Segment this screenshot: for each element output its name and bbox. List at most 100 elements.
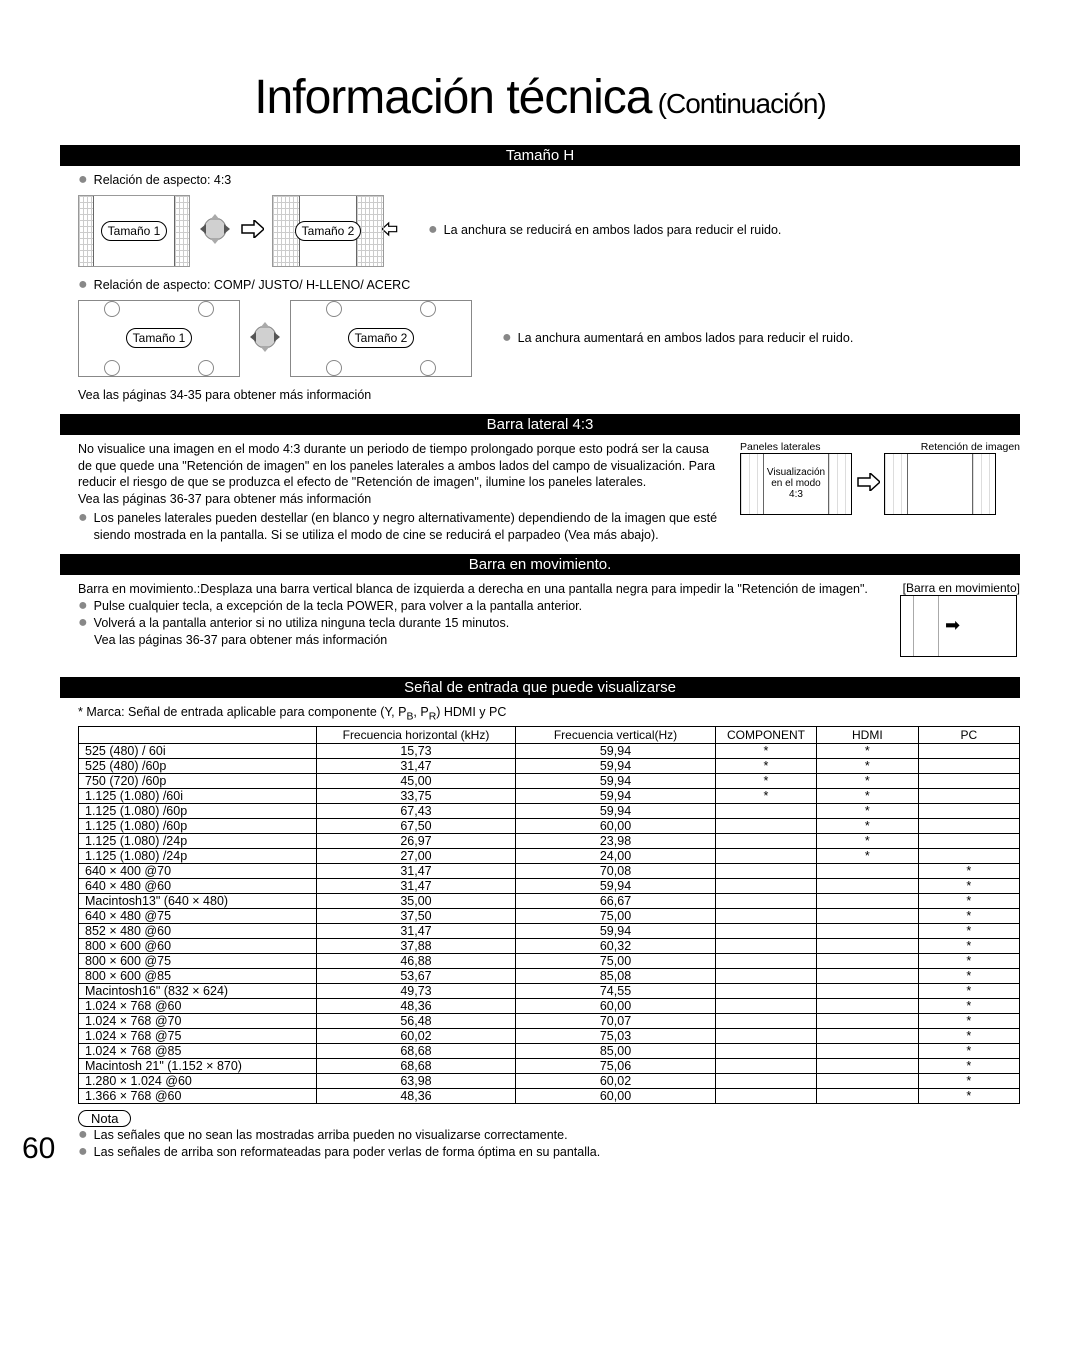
cell-name: 1.125 (1.080) /24p <box>79 834 317 849</box>
cell-comp: * <box>715 744 816 759</box>
cell-pc: * <box>918 909 1019 924</box>
table-row: 1.125 (1.080) /60i33,7559,94** <box>79 789 1020 804</box>
cell-hdmi <box>817 1044 918 1059</box>
signal-table: Frecuencia horizontal (kHz) Frecuencia v… <box>78 726 1020 1104</box>
table-row: 525 (480) / 60i15,7359,94** <box>79 744 1020 759</box>
see-pages-36a: Vea las páginas 36-37 para obtener más i… <box>78 491 720 508</box>
cell-h: 31,47 <box>316 879 516 894</box>
cell-h: 63,98 <box>316 1074 516 1089</box>
cell-comp <box>715 879 816 894</box>
cell-comp <box>715 819 816 834</box>
cell-h: 33,75 <box>316 789 516 804</box>
cell-v: 59,94 <box>516 804 716 819</box>
bullet-icon: ● <box>428 222 438 238</box>
cell-h: 37,88 <box>316 939 516 954</box>
cell-h: 31,47 <box>316 924 516 939</box>
cell-hdmi <box>817 894 918 909</box>
cell-name: 1.024 × 768 @75 <box>79 1029 317 1044</box>
cell-pc: * <box>918 1014 1019 1029</box>
table-row: Macintosh13" (640 × 480)35,0066,67* <box>79 894 1020 909</box>
cell-name: 1.125 (1.080) /60p <box>79 804 317 819</box>
cell-hdmi <box>817 1059 918 1074</box>
cell-h: 31,47 <box>316 864 516 879</box>
paneles-label: Paneles laterales <box>740 441 821 453</box>
cell-hdmi: * <box>817 774 918 789</box>
cell-pc: * <box>918 969 1019 984</box>
cell-comp <box>715 1059 816 1074</box>
cell-v: 60,02 <box>516 1074 716 1089</box>
tamano-note2: La anchura aumentará en ambos lados para… <box>518 330 854 347</box>
cell-pc: * <box>918 1029 1019 1044</box>
cell-hdmi <box>817 924 918 939</box>
cell-v: 59,94 <box>516 789 716 804</box>
cell-pc: * <box>918 864 1019 879</box>
cell-h: 15,73 <box>316 744 516 759</box>
navpad-icon <box>246 318 284 359</box>
cell-name: 1.024 × 768 @70 <box>79 1014 317 1029</box>
table-row: 800 × 600 @8553,6785,08* <box>79 969 1020 984</box>
bullet-icon: ● <box>78 172 88 188</box>
table-row: 1.125 (1.080) /24p27,0024,00* <box>79 849 1020 864</box>
cell-name: 1.125 (1.080) /24p <box>79 849 317 864</box>
cell-comp <box>715 954 816 969</box>
table-row: 1.024 × 768 @7056,4870,07* <box>79 1014 1020 1029</box>
cell-h: 26,97 <box>316 834 516 849</box>
bullet-icon: ● <box>78 510 88 526</box>
cell-pc: * <box>918 1044 1019 1059</box>
cell-name: 852 × 480 @60 <box>79 924 317 939</box>
section-tamano-h: Tamaño H <box>60 145 1020 166</box>
cell-h: 37,50 <box>316 909 516 924</box>
cell-pc <box>918 744 1019 759</box>
signal-intro: * Marca: Señal de entrada aplicable para… <box>78 704 1020 725</box>
barra-mov-body: Barra en movimiento.:Desplaza una barra … <box>78 581 880 598</box>
cell-h: 46,88 <box>316 954 516 969</box>
cell-v: 23,98 <box>516 834 716 849</box>
cell-hdmi: * <box>817 804 918 819</box>
see-pages-36b: Vea las páginas 36-37 para obtener más i… <box>94 632 880 649</box>
cell-hdmi <box>817 879 918 894</box>
table-row: 800 × 600 @7546,8875,00* <box>79 954 1020 969</box>
cell-v: 60,00 <box>516 819 716 834</box>
table-row: 1.125 (1.080) /60p67,4359,94* <box>79 804 1020 819</box>
bullet-icon: ● <box>78 1127 88 1143</box>
barra-mov-caption: [Barra en movimiento] <box>900 581 1020 595</box>
cell-name: 1.125 (1.080) /60p <box>79 819 317 834</box>
col-name <box>79 727 317 744</box>
cell-name: 750 (720) /60p <box>79 774 317 789</box>
table-row: 800 × 600 @6037,8860,32* <box>79 939 1020 954</box>
cell-comp <box>715 894 816 909</box>
cell-comp <box>715 1074 816 1089</box>
cell-v: 60,00 <box>516 999 716 1014</box>
cell-hdmi: * <box>817 819 918 834</box>
cell-v: 60,32 <box>516 939 716 954</box>
barra-mov-b1: Pulse cualquier tecla, a excepción de la… <box>94 598 582 615</box>
cell-v: 74,55 <box>516 984 716 999</box>
cell-comp <box>715 1044 816 1059</box>
cell-hdmi: * <box>817 834 918 849</box>
cell-pc: * <box>918 894 1019 909</box>
cell-hdmi: * <box>817 789 918 804</box>
cell-name: 640 × 480 @75 <box>79 909 317 924</box>
retencion-label: Retención de imagen <box>921 441 1020 453</box>
cell-comp <box>715 1089 816 1104</box>
side-box-before: Visualización en el modo 4:3 <box>740 453 852 515</box>
cell-comp <box>715 984 816 999</box>
page-title: Información técnica (Continuación) <box>60 70 1020 125</box>
cell-pc <box>918 834 1019 849</box>
cell-name: 525 (480) /60p <box>79 759 317 774</box>
cell-hdmi: * <box>817 759 918 774</box>
page-number: 60 <box>22 1132 55 1166</box>
tamano-note1: La anchura se reducirá en ambos lados pa… <box>444 222 782 239</box>
cell-comp <box>715 1029 816 1044</box>
cell-pc: * <box>918 999 1019 1014</box>
cell-name: 1.366 × 768 @60 <box>79 1089 317 1104</box>
cell-hdmi <box>817 984 918 999</box>
cell-name: 800 × 600 @75 <box>79 954 317 969</box>
cell-comp <box>715 804 816 819</box>
cell-comp: * <box>715 789 816 804</box>
cell-hdmi <box>817 954 918 969</box>
bullet-icon: ● <box>78 277 88 293</box>
aspect-43-label: Relación de aspecto: 4:3 <box>94 172 232 189</box>
table-row: 525 (480) /60p31,4759,94** <box>79 759 1020 774</box>
cell-v: 59,94 <box>516 879 716 894</box>
